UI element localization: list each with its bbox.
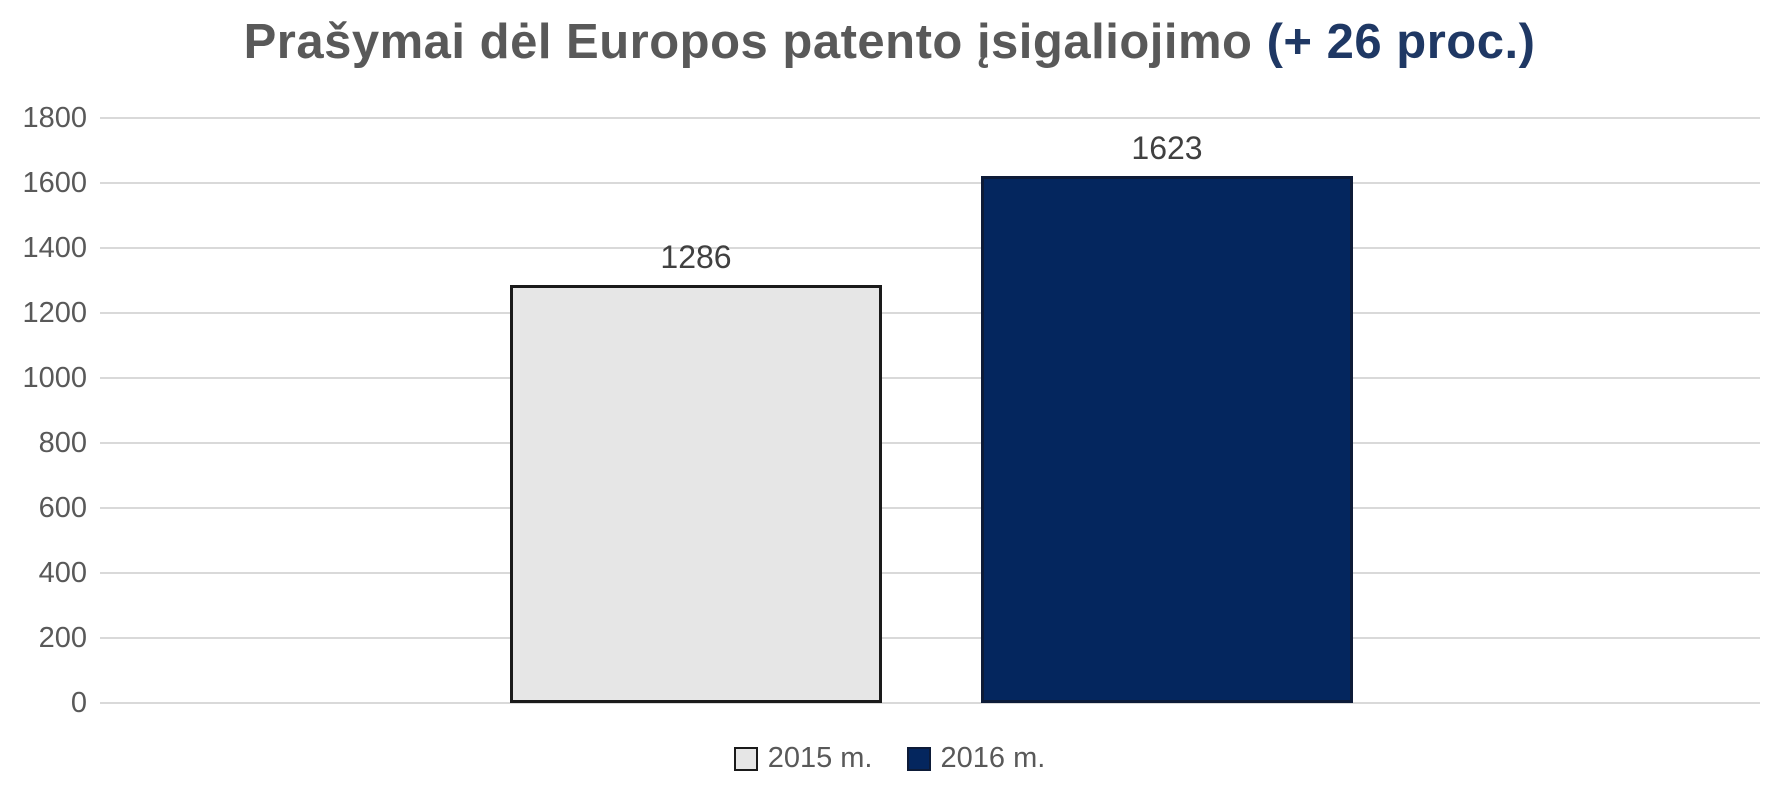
y-axis-tick-label: 1800 xyxy=(22,102,87,134)
y-axis-tick-label: 800 xyxy=(38,427,87,459)
y-axis-tick-label: 1600 xyxy=(22,167,87,199)
y-axis-tick-label: 1200 xyxy=(22,297,87,329)
gridline xyxy=(100,117,1760,119)
gridline xyxy=(100,312,1760,314)
gridline xyxy=(100,377,1760,379)
legend-swatch-2016 xyxy=(906,746,931,771)
y-axis-tick-label: 400 xyxy=(38,557,87,589)
bar-value-label-2016: 1623 xyxy=(1131,129,1203,166)
bar-value-label-2015: 1286 xyxy=(660,239,732,276)
y-axis-tick-label: 1000 xyxy=(22,362,87,394)
gridline xyxy=(100,507,1760,509)
gridline xyxy=(100,247,1760,249)
gridline xyxy=(100,702,1760,704)
gridline xyxy=(100,572,1760,574)
y-axis-tick-label: 0 xyxy=(70,687,87,719)
chart-title-main: Prašymai dėl Europos patento įsigaliojim… xyxy=(243,15,1267,69)
chart-title: Prašymai dėl Europos patento įsigaliojim… xyxy=(0,14,1779,70)
chart-title-accent: (+ 26 proc.) xyxy=(1266,15,1536,69)
legend-item-2015: 2015 m. xyxy=(733,742,873,775)
gridline xyxy=(100,442,1760,444)
gridline xyxy=(100,182,1760,184)
y-axis-tick-label: 200 xyxy=(38,622,87,654)
legend-label-2015: 2015 m. xyxy=(767,742,873,774)
gridline xyxy=(100,637,1760,639)
bar-2016 xyxy=(981,175,1353,703)
legend-item-2016: 2016 m. xyxy=(906,742,1046,775)
legend-label-2016: 2016 m. xyxy=(940,742,1046,774)
legend: 2015 m. 2016 m. xyxy=(0,742,1779,775)
legend-swatch-2015 xyxy=(733,746,758,771)
bar-2015 xyxy=(510,285,882,703)
y-axis-tick-label: 1400 xyxy=(22,232,87,264)
y-axis-tick-label: 600 xyxy=(38,492,87,524)
